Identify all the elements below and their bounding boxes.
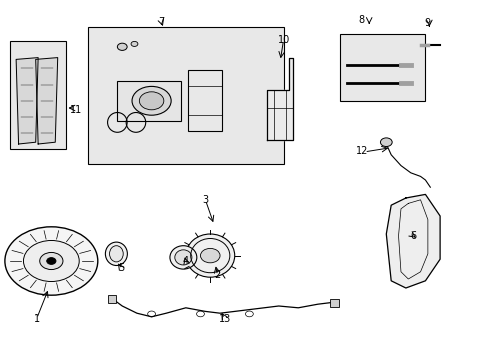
- Ellipse shape: [109, 246, 123, 262]
- Ellipse shape: [175, 250, 191, 265]
- Bar: [339, 34, 425, 101]
- Text: 3: 3: [202, 195, 208, 205]
- Polygon shape: [36, 58, 58, 144]
- Text: 6: 6: [409, 231, 415, 241]
- Circle shape: [5, 227, 98, 295]
- Circle shape: [40, 252, 63, 270]
- Ellipse shape: [105, 242, 127, 266]
- Circle shape: [47, 258, 56, 264]
- Bar: [329, 299, 338, 307]
- Text: 4: 4: [183, 256, 188, 266]
- Polygon shape: [386, 194, 439, 288]
- Circle shape: [131, 41, 138, 46]
- Circle shape: [139, 92, 163, 110]
- Text: 12: 12: [355, 146, 367, 156]
- Text: 10: 10: [277, 35, 289, 45]
- Text: 5: 5: [118, 263, 124, 273]
- Circle shape: [380, 138, 391, 147]
- Text: 2: 2: [214, 270, 220, 280]
- Circle shape: [132, 86, 171, 115]
- Text: 11: 11: [69, 105, 82, 115]
- Text: 7: 7: [158, 17, 164, 27]
- Polygon shape: [266, 58, 293, 140]
- Text: 9: 9: [424, 18, 430, 28]
- Ellipse shape: [185, 234, 234, 277]
- Bar: [10, 41, 66, 149]
- Text: 1: 1: [34, 314, 40, 324]
- Polygon shape: [16, 58, 38, 144]
- Bar: [107, 295, 116, 303]
- Text: 13: 13: [218, 314, 231, 324]
- Bar: [88, 27, 283, 164]
- Text: 8: 8: [358, 15, 364, 25]
- Circle shape: [200, 248, 220, 263]
- Circle shape: [117, 43, 127, 50]
- Ellipse shape: [170, 246, 196, 269]
- Bar: [117, 81, 181, 121]
- Bar: [188, 70, 222, 131]
- Circle shape: [23, 240, 79, 282]
